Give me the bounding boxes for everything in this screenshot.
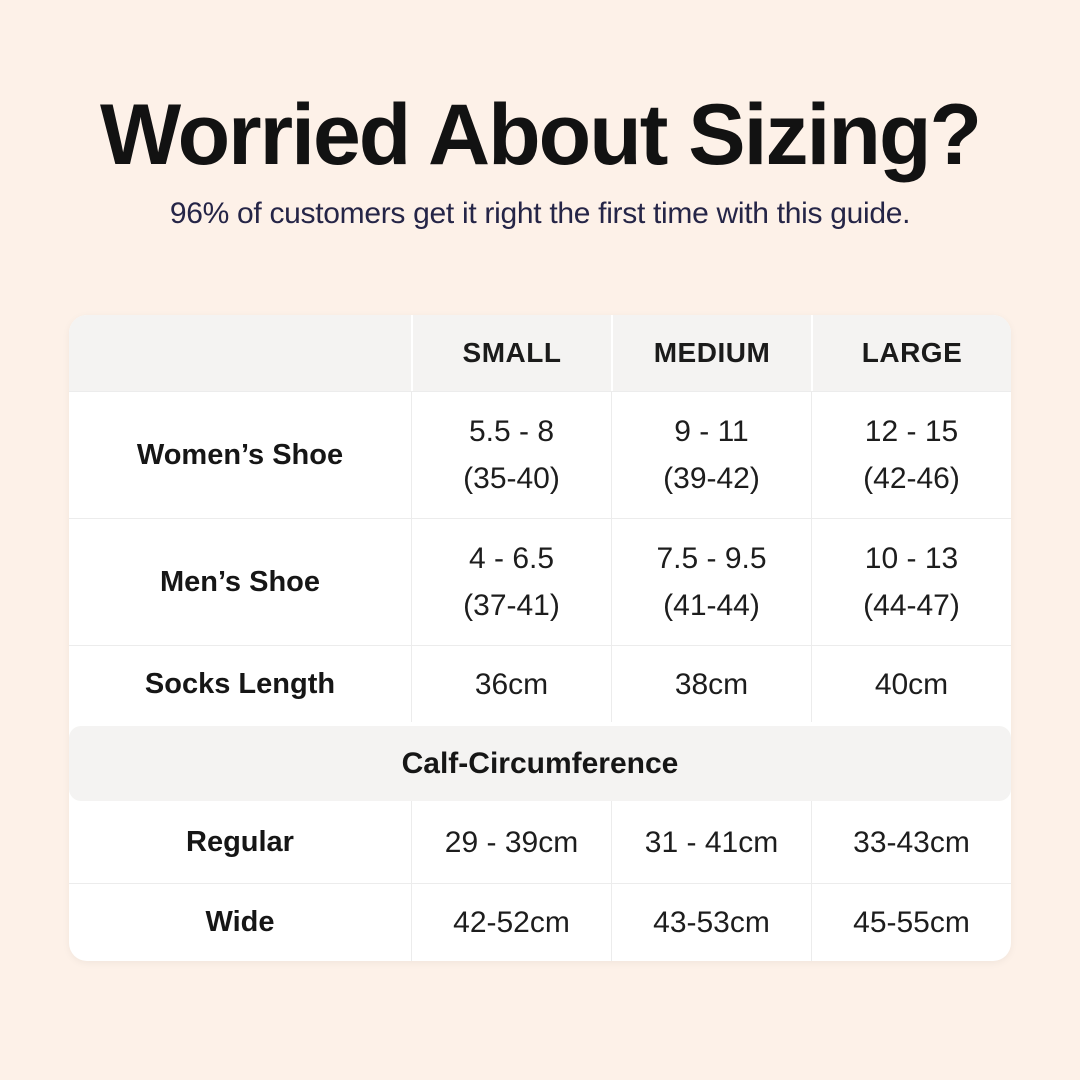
- row-label-womens-shoe: Women’s Shoe: [136, 438, 344, 471]
- size-value: 4 - 6.5: [468, 542, 555, 575]
- size-value: 12 - 15: [864, 415, 959, 448]
- socks-length-large-cell: 40cm: [811, 646, 1011, 722]
- header-section: Worried About Sizing? 96% of customers g…: [0, 0, 1080, 231]
- regular-large-cell: 33-43cm: [811, 801, 1011, 883]
- wide-large-cell: 45-55cm: [811, 884, 1011, 961]
- row-label-regular: Regular: [186, 825, 294, 858]
- calf-section-title: Calf-Circumference: [401, 746, 679, 780]
- table-row-mens-shoe: Men’s Shoe 4 - 6.5 (37-41) 7.5 - 9.5 (41…: [69, 518, 1011, 645]
- womens-shoe-medium-cell: 9 - 11 (39-42): [611, 392, 811, 518]
- calf-section-header: Calf-Circumference: [69, 726, 1011, 801]
- size-value-eu: (44-47): [863, 589, 960, 622]
- header-empty-cell: [69, 315, 411, 391]
- page-subtitle: 96% of customers get it right the first …: [169, 196, 911, 230]
- column-header-small: SMALL: [411, 315, 611, 391]
- socks-length-medium-cell: 38cm: [611, 646, 811, 722]
- size-value: 9 - 11: [674, 415, 749, 448]
- row-label-socks-length: Socks Length: [144, 667, 336, 700]
- table-row-wide: Wide 42-52cm 43-53cm 45-55cm: [69, 883, 1011, 961]
- size-value-eu: (35-40): [463, 462, 560, 495]
- mens-shoe-large-cell: 10 - 13 (44-47): [811, 519, 1011, 645]
- size-chart-header-row: SMALL MEDIUM LARGE: [69, 315, 1011, 391]
- wide-medium-cell: 43-53cm: [611, 884, 811, 961]
- table-row-regular: Regular 29 - 39cm 31 - 41cm 33-43cm: [69, 801, 1011, 883]
- mens-shoe-medium-cell: 7.5 - 9.5 (41-44): [611, 519, 811, 645]
- table-row-womens-shoe: Women’s Shoe 5.5 - 8 (35-40) 9 - 11 (39-…: [69, 391, 1011, 518]
- page-title: Worried About Sizing?: [99, 87, 982, 183]
- column-header-medium: MEDIUM: [611, 315, 811, 391]
- row-label-mens-shoe: Men’s Shoe: [159, 565, 321, 598]
- regular-small-cell: 29 - 39cm: [411, 801, 611, 883]
- table-row-socks-length: Socks Length 36cm 38cm 40cm: [69, 645, 1011, 722]
- regular-medium-cell: 31 - 41cm: [611, 801, 811, 883]
- size-chart-card: SMALL MEDIUM LARGE Women’s Shoe 5.5 - 8 …: [69, 315, 1011, 961]
- size-value-eu: (42-46): [863, 462, 960, 495]
- mens-shoe-small-cell: 4 - 6.5 (37-41): [411, 519, 611, 645]
- size-value-eu: (37-41): [463, 589, 560, 622]
- socks-length-small-cell: 36cm: [411, 646, 611, 722]
- size-value-eu: (41-44): [663, 589, 760, 622]
- size-value: 10 - 13: [864, 542, 959, 575]
- wide-small-cell: 42-52cm: [411, 884, 611, 961]
- size-value-eu: (39-42): [663, 462, 760, 495]
- size-value: 7.5 - 9.5: [656, 542, 767, 575]
- row-label-wide: Wide: [205, 906, 275, 938]
- column-header-large: LARGE: [811, 315, 1011, 391]
- womens-shoe-large-cell: 12 - 15 (42-46): [811, 392, 1011, 518]
- womens-shoe-small-cell: 5.5 - 8 (35-40): [411, 392, 611, 518]
- size-value: 5.5 - 8: [468, 415, 555, 448]
